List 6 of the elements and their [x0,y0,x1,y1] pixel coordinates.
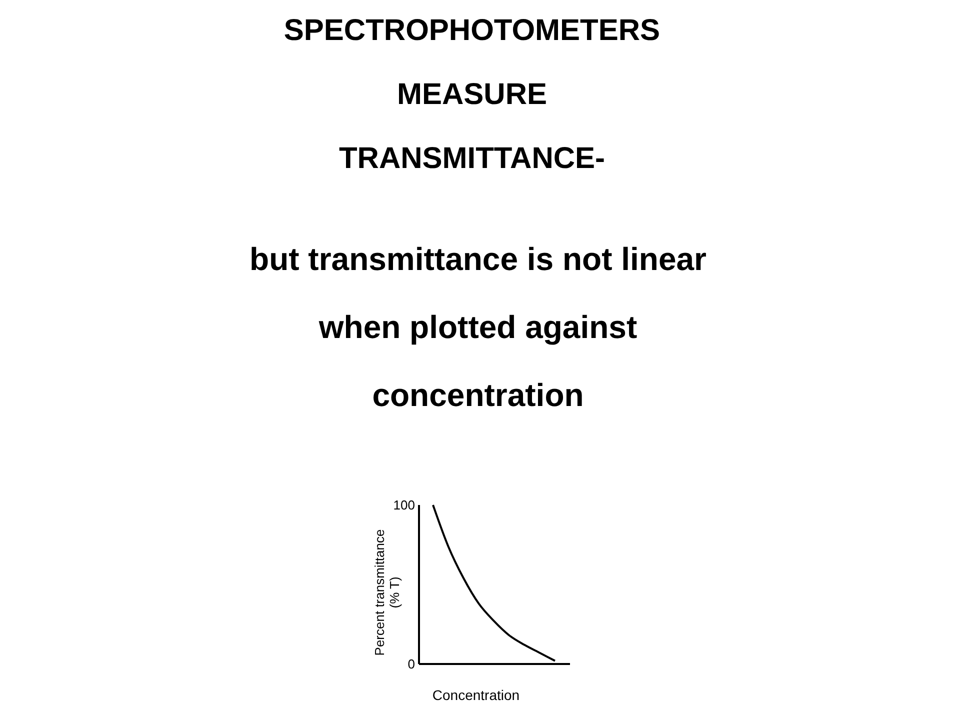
x-axis-title: Concentration [432,687,520,703]
chart-subtitle: but transmittance is not linear when plotted against concentration [250,241,706,413]
y-tick-label: 100 [393,498,415,513]
chart-title: SPECTROPHOTOMETERS MEASURE TRANSMITTANCE- [284,14,660,175]
y-tick-label: 0 [408,656,415,672]
y-axis-title: Percent transmittance (% T) [372,529,402,656]
